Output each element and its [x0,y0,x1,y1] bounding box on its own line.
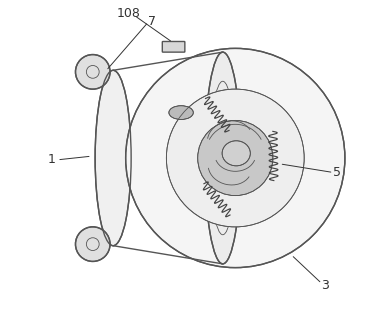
Ellipse shape [169,106,193,119]
Ellipse shape [222,141,250,166]
Ellipse shape [198,120,273,196]
FancyBboxPatch shape [162,41,185,52]
Ellipse shape [205,52,241,264]
Ellipse shape [95,70,131,246]
Ellipse shape [126,48,345,268]
Ellipse shape [76,55,110,89]
Text: 1: 1 [48,153,56,166]
Ellipse shape [76,227,110,261]
Text: 5: 5 [333,166,341,179]
Text: 108: 108 [117,7,141,21]
Ellipse shape [166,89,304,227]
Text: 7: 7 [148,15,156,28]
Text: 3: 3 [321,279,328,292]
